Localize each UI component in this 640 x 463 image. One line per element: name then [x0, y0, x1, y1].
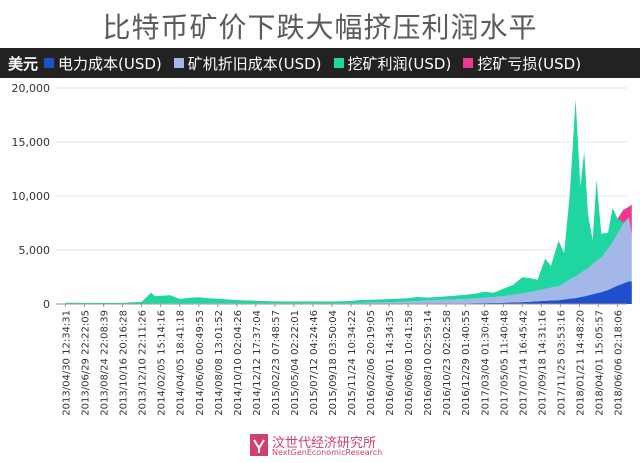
x-tick-label: 2016/08/10 02:59:14 — [423, 310, 434, 416]
x-tick-label: 2014/06/06 00:49:53 — [195, 310, 206, 416]
area-series-profit — [65, 99, 632, 304]
x-tick-label: 2016/10/23 02:02:58 — [442, 310, 453, 416]
x-tick-label: 2014/12/12 17:37:04 — [252, 310, 263, 416]
legend-label-profit: 挖矿利润(USD) — [347, 54, 452, 73]
x-tick-label: 2017/11/25 03:53:16 — [556, 310, 567, 416]
area-series-power — [65, 281, 632, 304]
chart-title: 比特币矿价下跌大幅挤压利润水平 — [102, 11, 538, 44]
legend-swatch-power — [44, 58, 55, 68]
y-tick-label: 15,000 — [12, 136, 51, 149]
legend-item-profit: 挖矿利润(USD) — [333, 53, 452, 74]
x-tick-label: 2013/12/10 22:11:26 — [138, 310, 149, 416]
x-tick-label: 2015/11/24 10:34:22 — [347, 310, 358, 416]
x-tick-label: 2013/08/24 22:08:39 — [100, 310, 111, 416]
legend-swatch-depreciation — [173, 58, 184, 68]
x-tick-label: 2015/07/12 04:24:46 — [309, 310, 320, 416]
x-tick-label: 2016/02/06 20:19:05 — [366, 310, 377, 416]
x-tick-label: 2013/10/16 20:16:28 — [119, 310, 130, 416]
x-tick-label: 2015/09/18 03:50:04 — [328, 310, 339, 416]
x-tick-label: 2015/02/23 07:48:57 — [271, 310, 282, 416]
legend: 美元 电力成本(USD) 矿机折旧成本(USD) 挖矿利润(USD) 挖矿亏损(… — [0, 48, 640, 78]
x-tick-label: 2017/09/18 14:31:16 — [537, 310, 548, 416]
legend-swatch-loss — [463, 58, 474, 68]
chart-plot: 0 5,000 10,000 15,000 20,000 2013/04/30 12:34… — [12, 82, 632, 416]
y-tick-label: 10,000 — [12, 190, 51, 203]
legend-label-depreciation: 矿机折旧成本(USD) — [187, 54, 322, 73]
y-tick-label: 5,000 — [19, 244, 51, 257]
x-tick-label: 2014/04/05 18:41:18 — [176, 310, 187, 416]
x-tick-label: 2015/05/04 02:22:01 — [290, 310, 301, 416]
x-tick-label: 2016/04/01 14:34:35 — [385, 310, 396, 416]
x-tick-label: 2014/02/05 15:14:16 — [157, 310, 168, 416]
x-tick-label: 2014/08/08 13:01:52 — [214, 310, 225, 416]
x-tick-label: 2016/06/08 10:41:58 — [404, 310, 415, 416]
y-tick-label: 20,000 — [12, 82, 51, 95]
unit-label: 美元 — [8, 54, 39, 73]
watermark: 汶世代经济研究所 NextGenEconomicResearch — [250, 432, 420, 460]
x-tick-label: 2014/10/10 02:04:26 — [233, 310, 244, 416]
legend-swatch-profit — [333, 58, 344, 68]
x-tick-label: 2017/05/05 11:40:48 — [499, 310, 510, 416]
watermark-subtitle: NextGenEconomicResearch — [272, 448, 383, 457]
legend-label-power: 电力成本(USD) — [58, 54, 162, 73]
y-tick-label: 0 — [43, 298, 50, 311]
x-tick-label: 2017/03/04 01:30:46 — [480, 310, 491, 416]
area-series-depr — [65, 217, 632, 304]
legend-item-power: 电力成本(USD) — [44, 53, 162, 74]
x-tick-label: 2013/06/29 22:22:05 — [81, 310, 92, 416]
x-tick-label: 2018/06/06 02:18:06 — [613, 310, 624, 416]
watermark-logo-icon — [250, 434, 268, 456]
x-tick-label: 2016/12/29 01:40:55 — [461, 310, 472, 416]
x-tick-label: 2013/04/30 12:34:31 — [62, 310, 73, 416]
x-tick-label: 2017/07/14 16:45:42 — [518, 310, 529, 416]
x-tick-label: 2018/04/01 15:05:57 — [594, 310, 605, 416]
title-bar: 比特币矿价下跌大幅挤压利润水平 — [0, 0, 640, 48]
legend-label-loss: 挖矿亏损(USD) — [477, 54, 582, 73]
watermark-name: 汶世代经济研究所 — [272, 436, 377, 451]
legend-item-loss: 挖矿亏损(USD) — [463, 53, 581, 74]
x-tick-label: 2018/01/21 14:48:20 — [575, 310, 586, 416]
legend-item-depreciation: 矿机折旧成本(USD) — [173, 53, 322, 74]
